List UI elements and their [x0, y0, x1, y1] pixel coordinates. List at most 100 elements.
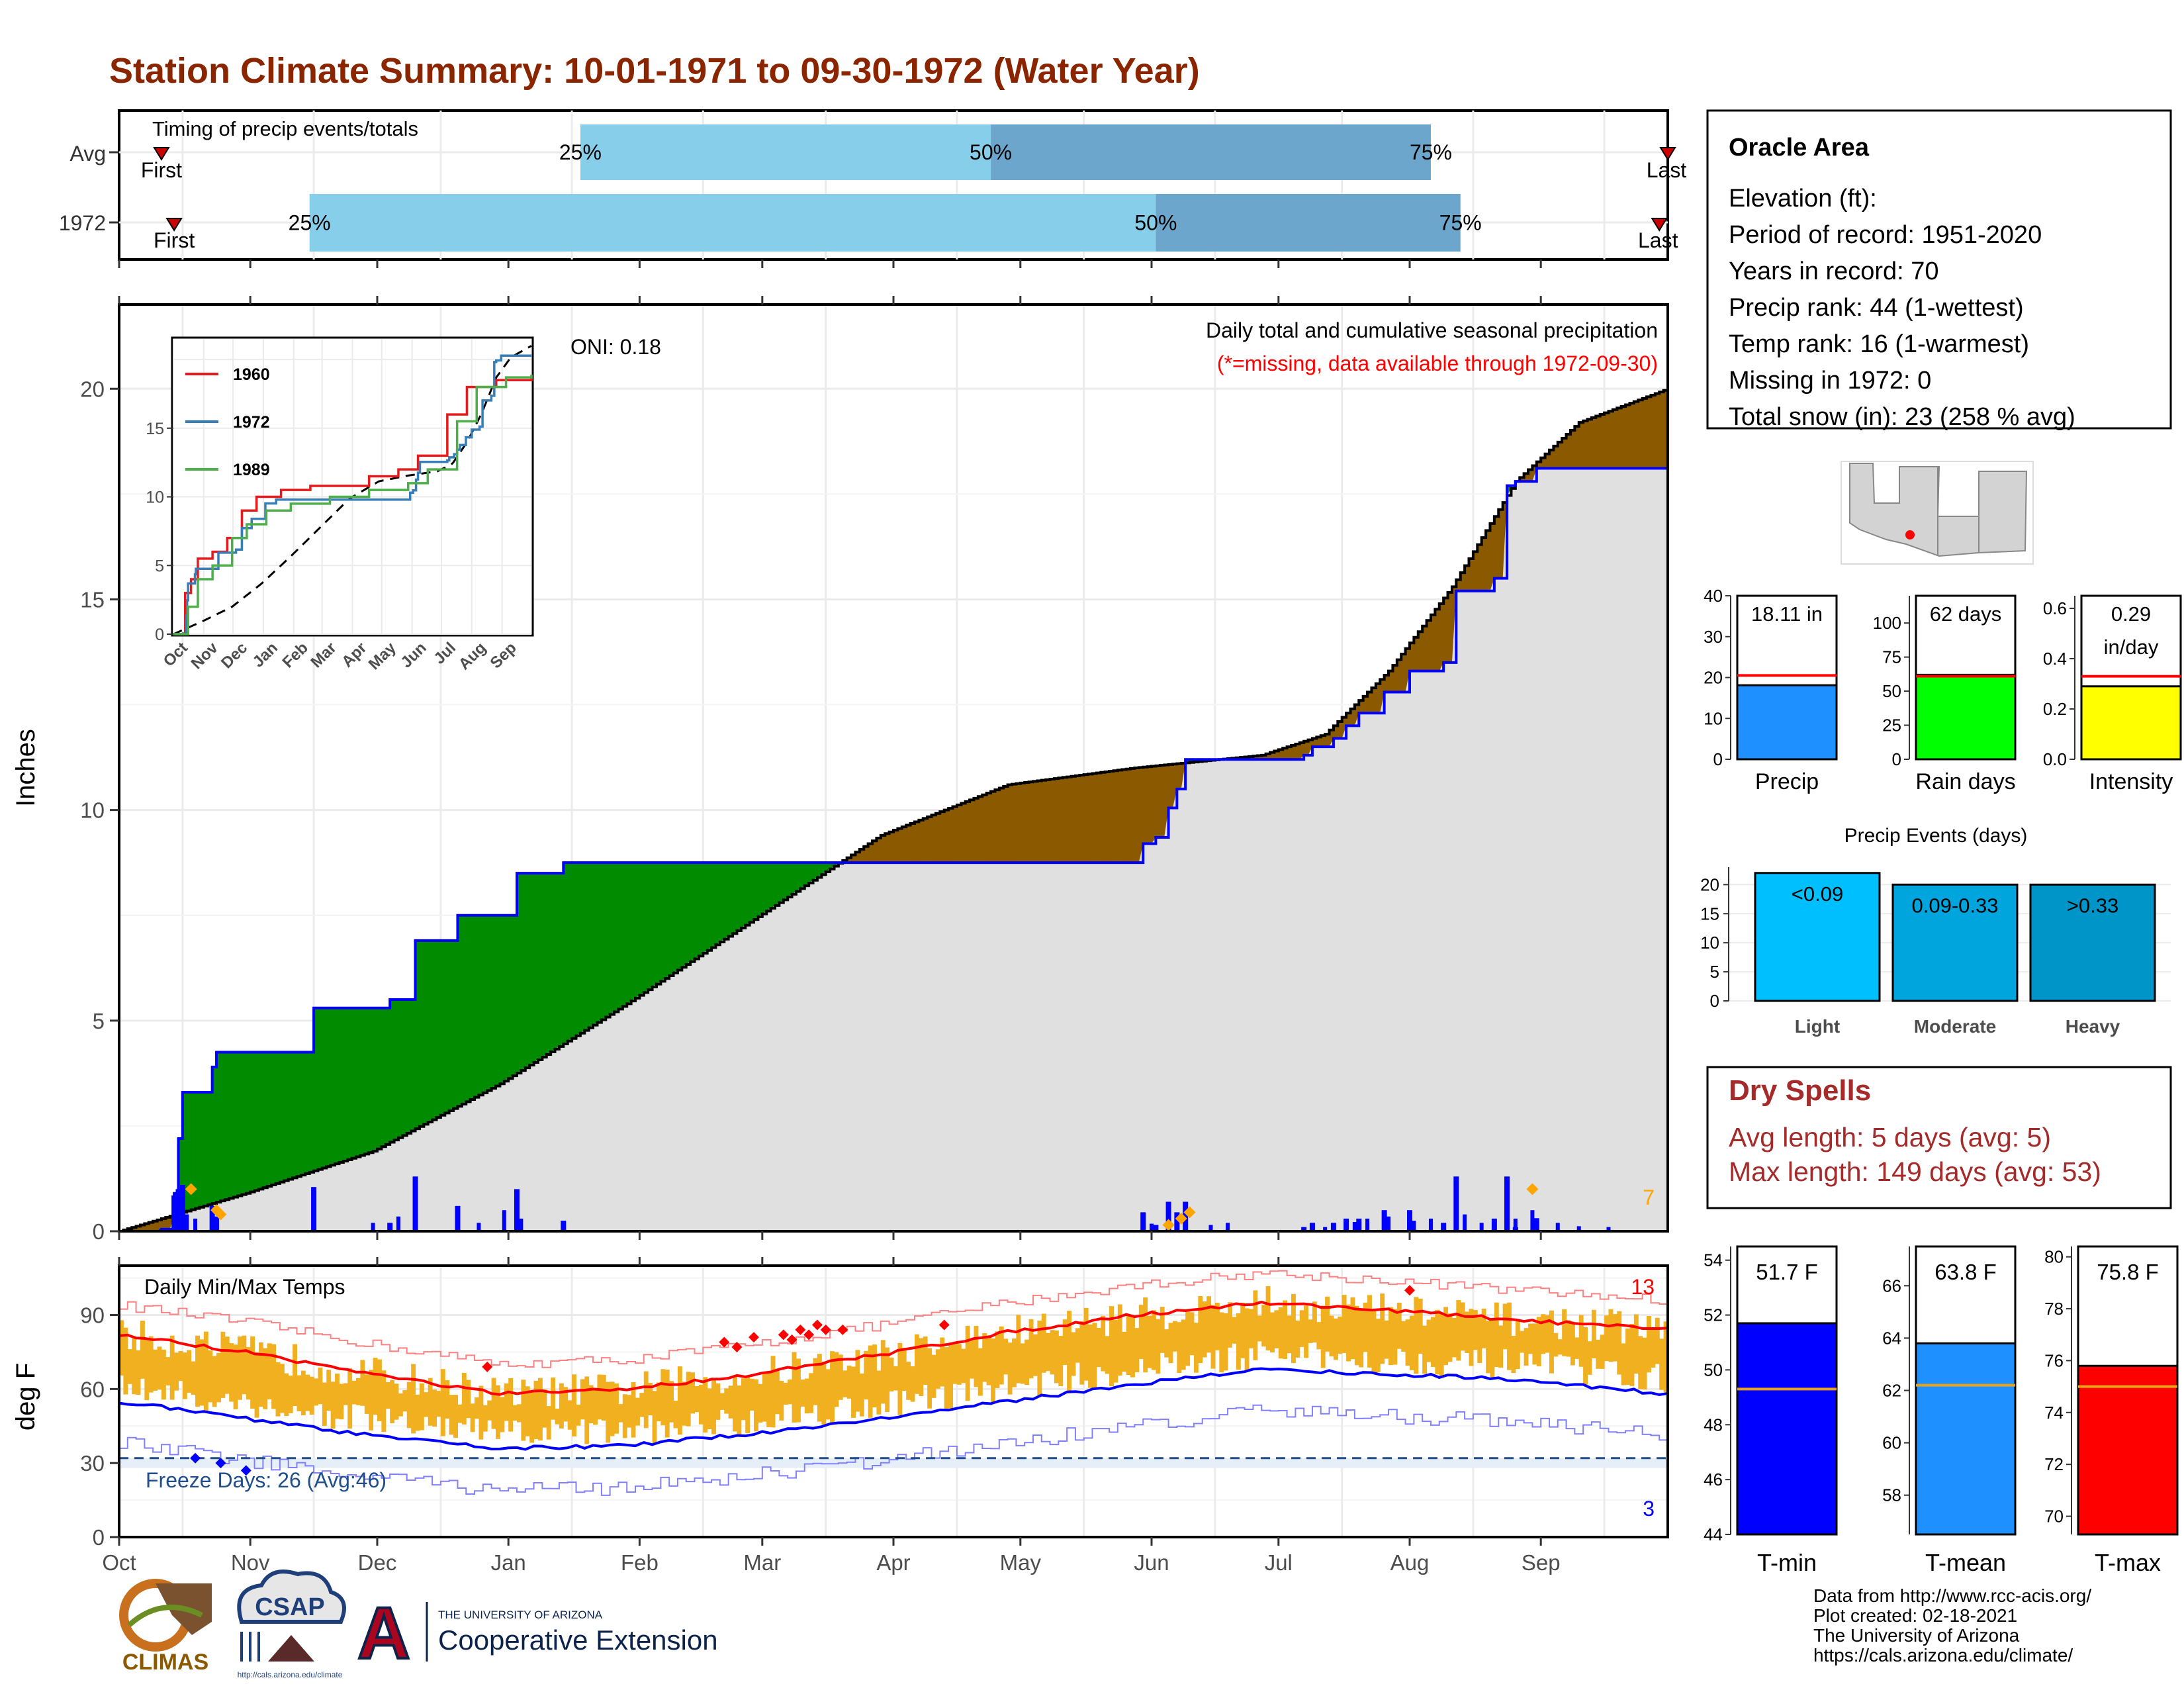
temp-bar-label: T-mean: [1925, 1549, 2006, 1576]
mini-bar-tick-label: 0: [1892, 749, 1901, 769]
daily-temp-bar: [1507, 1302, 1512, 1370]
daily-temp-bar: [927, 1348, 933, 1409]
daily-temp-bar: [318, 1367, 323, 1405]
precip-anomaly-fill: [1329, 729, 1334, 747]
month-label: Apr: [876, 1550, 910, 1575]
dry-spells-title: Dry Spells: [1729, 1074, 1871, 1107]
precip-anomaly-fill: [1138, 767, 1144, 863]
daily-temp-bar: [1524, 1328, 1529, 1366]
precip-count-label: 7: [1643, 1186, 1655, 1209]
last-event-label: Last: [1647, 158, 1687, 182]
daily-temp-bar: [516, 1404, 522, 1423]
snow-marker: [1175, 1212, 1187, 1225]
precip-event-bar-light: [1754, 872, 1881, 1002]
precip-anomaly-fill: [1058, 778, 1064, 863]
daily-temp-bar: [572, 1374, 576, 1436]
mini-bar-tick-label: 50: [1882, 681, 1901, 701]
timing-p75-label: 75%: [1439, 211, 1482, 235]
precip-anomaly-fill: [576, 863, 581, 1036]
daily-temp-bar: [224, 1336, 230, 1394]
precip-subtitle: Daily total and cumulative seasonal prec…: [1206, 318, 1658, 342]
precip-anomaly-fill: [229, 1052, 234, 1199]
map-region-shape: [1849, 463, 2028, 557]
daily-temp-bar: [1587, 1341, 1592, 1375]
precip-anomaly-fill: [597, 863, 602, 1023]
daily-temp-bar: [127, 1349, 132, 1384]
precip-anomaly-fill: [136, 1226, 141, 1231]
precip-anomaly-fill: [800, 863, 805, 889]
first-event-marker: [165, 218, 183, 232]
station-detail-line: Total snow (in): 23 (258 % avg): [1729, 403, 2075, 431]
precip-anomaly-fill: [914, 821, 919, 863]
temp-bar-value: 51.7 F: [1756, 1260, 1818, 1284]
daily-temp-bar: [631, 1382, 636, 1438]
daily-temp-bar: [551, 1377, 556, 1420]
mini-bar-tick-label: 100: [1873, 613, 1901, 633]
daily-temp-bar: [271, 1344, 277, 1409]
daily-temp-bar: [542, 1389, 547, 1428]
precip-anomaly-fill: [703, 863, 708, 953]
precip-anomaly-fill: [669, 863, 674, 976]
daily-temp-bar: [1333, 1318, 1338, 1360]
daily-temp-bar: [373, 1358, 378, 1415]
daily-temp-bar: [673, 1401, 678, 1429]
daily-temp-bar: [1456, 1300, 1461, 1361]
precip-anomaly-fill: [834, 863, 839, 867]
precip-anomaly-fill: [402, 1000, 408, 1136]
precip-anomaly-fill: [1477, 544, 1482, 591]
daily-temp-bar: [931, 1354, 936, 1398]
daily-temp-bar: [246, 1346, 251, 1400]
mini-bar-tick-label: 0.2: [2043, 699, 2067, 719]
events-tick-label: 20: [1700, 874, 1719, 894]
record-high-marker: [795, 1324, 806, 1335]
precip-anomaly-fill: [923, 818, 928, 863]
daily-temp-bar: [1270, 1312, 1275, 1353]
timing-p25-label: 25%: [289, 211, 331, 235]
daily-temp-bar: [267, 1343, 272, 1399]
precip-anomaly-fill: [178, 1139, 183, 1214]
temp-bar-tick-label: 78: [2044, 1299, 2064, 1319]
precip-anomaly-fill: [500, 915, 505, 1084]
precip-anomaly-fill: [279, 1052, 285, 1182]
temp-bar-value: 75.8 F: [2097, 1260, 2159, 1284]
daily-temp-bar: [360, 1360, 365, 1406]
daily-temp-bar: [1299, 1310, 1304, 1347]
precip-anomaly-fill: [817, 863, 822, 878]
daily-temp-bar: [601, 1374, 606, 1421]
inset-y-tick-label: 0: [155, 626, 164, 644]
daily-temp-bar: [1214, 1302, 1220, 1350]
precip-anomaly-fill: [537, 873, 543, 1060]
daily-temp-bar: [686, 1372, 691, 1427]
precip-anomaly-fill: [897, 828, 903, 863]
precip-anomaly-fill: [698, 863, 704, 957]
month-label: Oct: [102, 1550, 136, 1575]
daily-temp-bar: [419, 1383, 424, 1430]
mini-bar-tick-label: 40: [1704, 586, 1723, 606]
daily-temp-bar: [1109, 1306, 1114, 1387]
precip-anomaly-fill: [1536, 461, 1541, 469]
daily-temp-bar: [889, 1357, 894, 1391]
daily-temp-bar: [288, 1376, 293, 1413]
daily-temp-bar: [792, 1352, 797, 1423]
precip-anomaly-fill: [1583, 420, 1588, 469]
daily-precip-bar: [561, 1221, 567, 1231]
daily-temp-bar: [449, 1395, 454, 1435]
mini-bar-tick-label: 10: [1704, 708, 1723, 728]
daily-temp-bar: [309, 1376, 314, 1415]
daily-temp-bar: [123, 1327, 128, 1395]
precip-anomaly-fill: [733, 863, 738, 934]
precip-anomaly-fill: [1126, 769, 1131, 863]
precip-anomaly-fill: [859, 849, 864, 863]
daily-precip-bar: [1226, 1223, 1230, 1231]
events-tick-label: 5: [1710, 962, 1719, 982]
precip-anomaly-fill: [728, 863, 733, 937]
precip-base-fill: [119, 468, 1668, 1232]
precip-anomaly-fill: [182, 1092, 187, 1213]
precip-inset-chart: 196019721989051015OctNovDecJanFebMarAprM…: [146, 336, 534, 673]
precip-anomaly-fill: [982, 794, 987, 863]
daily-precip-bar: [1343, 1218, 1349, 1231]
daily-temp-bar: [165, 1357, 171, 1385]
daily-temp-bar: [1253, 1290, 1258, 1360]
precip-anomaly-fill: [1152, 766, 1156, 844]
daily-temp-bar: [952, 1344, 958, 1384]
